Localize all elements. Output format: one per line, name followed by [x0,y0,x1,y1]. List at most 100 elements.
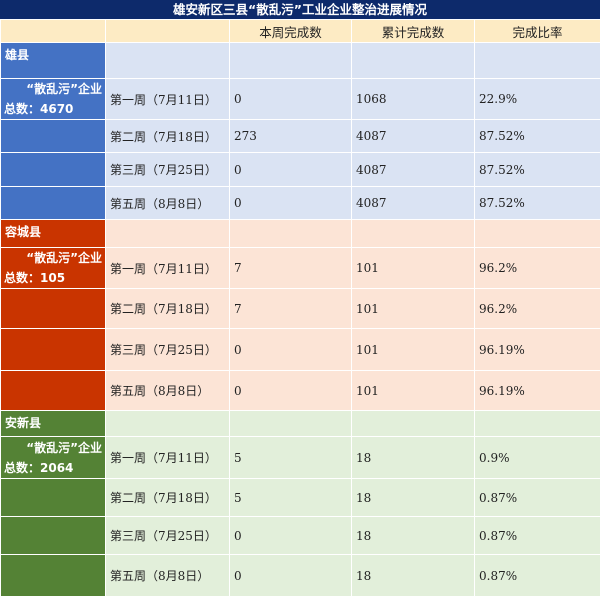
header-rate: 完成比率 [475,20,600,43]
cell-week: 第二周（7月18日） [106,120,230,153]
cell-cumulative: 4087 [352,120,475,153]
county-color-cell [1,153,106,187]
county-name: 安新县 [1,411,106,437]
cell-cumulative: 18 [352,555,475,597]
county-color-cell [1,371,106,411]
total-label: “散乱污”企业 [4,79,102,99]
cell-week: 第三周（7月25日） [106,517,230,555]
county-header-row: 安新县 [1,411,600,437]
cell-rate: 96.2% [475,289,600,329]
county-color-cell [1,187,106,220]
enterprise-total: “散乱污”企业总数：4670 [1,79,106,120]
cell-cumulative: 1068 [352,79,475,120]
county-header-row: 容城县 [1,220,600,248]
cell-rate: 96.2% [475,248,600,289]
total-value: 总数：2064 [4,458,102,478]
county-color-cell [1,517,106,555]
table-title: 雄安新区三县“散乱污”工业企业整治进展情况 [0,0,600,19]
total-label: “散乱污”企业 [4,438,102,458]
county-color-cell [1,329,106,371]
cell-weekly: 5 [230,479,352,517]
cell-rate: 0.87% [475,517,600,555]
empty-cell [352,220,475,248]
cell-weekly: 0 [230,329,352,371]
empty-cell [475,43,600,79]
cell-rate: 87.52% [475,120,600,153]
empty-cell [352,43,475,79]
cell-week: 第三周（7月25日） [106,329,230,371]
county-color-cell [1,555,106,597]
empty-cell [230,43,352,79]
header-cumulative: 累计完成数 [352,20,475,43]
header-row: 本周完成数 累计完成数 完成比率 [1,20,600,43]
cell-week: 第五周（8月8日） [106,187,230,220]
cell-weekly: 0 [230,517,352,555]
cell-week: 第二周（7月18日） [106,479,230,517]
cell-rate: 87.52% [475,187,600,220]
cell-rate: 87.52% [475,153,600,187]
cell-weekly: 7 [230,248,352,289]
cell-weekly: 7 [230,289,352,329]
cell-cumulative: 101 [352,248,475,289]
total-value: 总数：105 [4,268,102,288]
county-name: 雄县 [1,43,106,79]
cell-weekly: 273 [230,120,352,153]
cell-week: 第五周（8月8日） [106,555,230,597]
cell-week: 第一周（7月11日） [106,437,230,479]
county-name: 容城县 [1,220,106,248]
cell-rate: 0.9% [475,437,600,479]
cell-weekly: 0 [230,555,352,597]
county-header-row: 雄县 [1,43,600,79]
empty-cell [352,411,475,437]
cell-rate: 96.19% [475,329,600,371]
cell-week: 第一周（7月11日） [106,248,230,289]
cell-week: 第二周（7月18日） [106,289,230,329]
cell-cumulative: 18 [352,479,475,517]
empty-cell [475,411,600,437]
cell-week: 第三周（7月25日） [106,153,230,187]
cell-cumulative: 18 [352,437,475,479]
header-blank [1,20,106,43]
cell-weekly: 0 [230,371,352,411]
header-blank-week [106,20,230,43]
empty-cell [230,220,352,248]
cell-cumulative: 101 [352,289,475,329]
cell-cumulative: 4087 [352,187,475,220]
cell-weekly: 0 [230,153,352,187]
cell-rate: 0.87% [475,479,600,517]
empty-cell [106,220,230,248]
enterprise-total: “散乱污”企业总数：2064 [1,437,106,479]
cell-week: 第一周（7月11日） [106,79,230,120]
cell-weekly: 0 [230,79,352,120]
cell-week: 第五周（8月8日） [106,371,230,411]
cell-cumulative: 101 [352,329,475,371]
total-value: 总数：4670 [4,99,102,119]
county-color-cell [1,479,106,517]
cell-cumulative: 4087 [352,153,475,187]
cell-cumulative: 18 [352,517,475,555]
cell-weekly: 0 [230,187,352,220]
header-weekly: 本周完成数 [230,20,352,43]
empty-cell [475,220,600,248]
empty-cell [106,411,230,437]
enterprise-total: “散乱污”企业总数：105 [1,248,106,289]
cell-rate: 96.19% [475,371,600,411]
empty-cell [230,411,352,437]
cell-weekly: 5 [230,437,352,479]
cell-cumulative: 101 [352,371,475,411]
county-color-cell [1,289,106,329]
